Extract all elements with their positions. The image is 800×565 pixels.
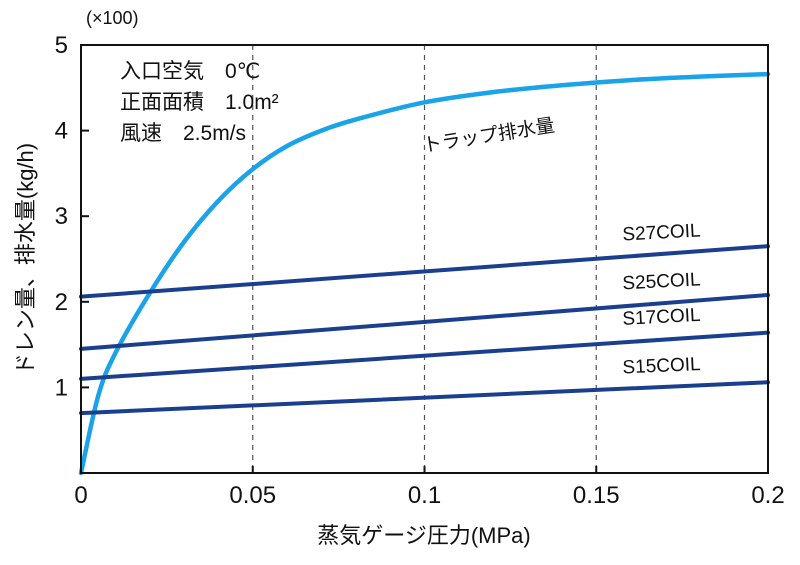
tick-layer xyxy=(81,129,598,473)
x-tick-label: 0 xyxy=(74,482,87,509)
y-tick-label: 4 xyxy=(55,118,68,145)
x-tick-label: 0.2 xyxy=(751,482,784,509)
y-tick-label: 2 xyxy=(55,289,68,316)
series-label: S17COIL xyxy=(622,305,701,330)
conditions-block: 入口空気 0℃ 正面面積 1.0m² 風速 2.5m/s xyxy=(120,60,279,145)
y-tick-label: 1 xyxy=(55,374,68,401)
x-tick-label: 0.15 xyxy=(573,482,620,509)
series-line-s25coil xyxy=(79,292,770,351)
series-line-s15coil xyxy=(79,380,770,416)
series-layer xyxy=(78,71,771,476)
y-axis-title: ドレン量、排水量(kg/h) xyxy=(13,143,38,375)
condition-face-area: 正面面積 1.0m² xyxy=(120,91,279,114)
y-tick-label: 5 xyxy=(55,32,68,59)
y-multiplier: (×100) xyxy=(86,8,139,28)
condition-air-velocity: 風速 2.5m/s xyxy=(120,122,246,145)
grid-layer xyxy=(252,45,597,473)
series-line-s27coil xyxy=(79,244,770,299)
condition-inlet-air: 入口空気 0℃ xyxy=(120,60,260,83)
x-axis-title: 蒸気ゲージ圧力(MPa) xyxy=(317,523,530,548)
x-tick-label: 0.05 xyxy=(229,482,276,509)
series-label: トラップ排水量 xyxy=(421,114,556,157)
series-label: S15COIL xyxy=(622,354,701,378)
label-layer: 0 0.05 0.1 0.15 0.2 1 2 3 4 5 トラップ排水量 S27COIL S25COI… xyxy=(55,32,785,509)
series-line-s17coil xyxy=(79,330,770,381)
y-tick-label: 3 xyxy=(55,203,68,230)
series-line-trap-discharge xyxy=(78,71,771,476)
x-tick-label: 0.1 xyxy=(408,482,441,509)
series-label: S27COIL xyxy=(622,220,701,245)
series-label: S25COIL xyxy=(622,269,701,294)
